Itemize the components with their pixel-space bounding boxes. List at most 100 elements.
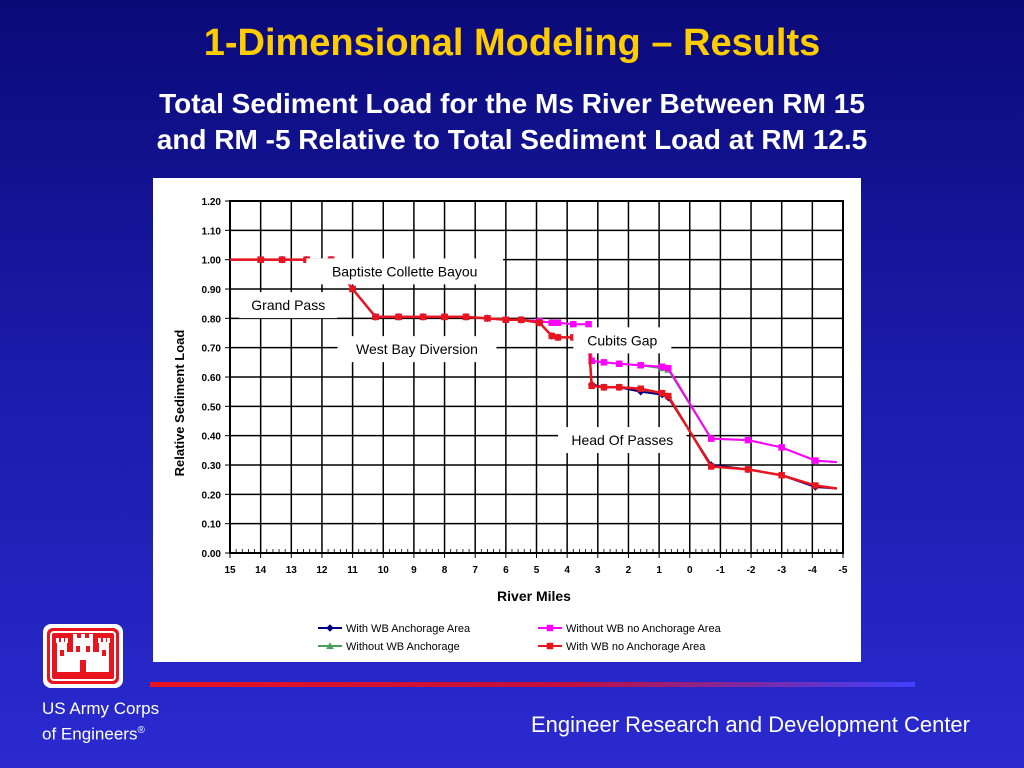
data-point [349, 285, 356, 293]
slide-subtitle: Total Sediment Load for the Ms River Bet… [40, 86, 984, 158]
chart-annotations: Baptiste Collette Bayou Grand Pass West Ba… [239, 258, 687, 454]
data-point [570, 334, 577, 341]
data-point [812, 482, 819, 489]
series-line [230, 258, 837, 464]
legend-item: With WB Anchorage Area [318, 623, 471, 635]
x-tick-label: 10 [378, 565, 390, 576]
legend-item: Without WB Anchorage [318, 641, 460, 653]
data-point [326, 642, 334, 650]
slide-title: 1-Dimensional Modeling – Results [203, 22, 821, 64]
y-tick-label: 0.20 [202, 490, 222, 501]
data-point [546, 624, 554, 632]
chart-grid [229, 200, 844, 554]
y-tick-label: 0.30 [202, 461, 222, 472]
legend-label: Without WB Anchorage [346, 641, 460, 653]
sediment-load-chart: 15 14 13 12 11 10 9 8 7 6 5 4 3 2 1 0 -1 -2 -3 -4 -50.000.10… [172, 197, 848, 653]
data-point [395, 313, 402, 321]
series-3 [230, 256, 838, 490]
x-tick-label: 3 [595, 565, 601, 576]
data-point [517, 316, 525, 324]
annotation-label: Head Of Passes [571, 432, 673, 448]
data-point [441, 313, 448, 321]
x-tick-label: -4 [808, 565, 817, 576]
chart-panel: 15 14 13 12 11 10 9 8 7 6 5 4 3 2 1 0 -1 -2 -3 -4 -5 0.00 0.10… [153, 178, 861, 662]
y-tick-label: 0.80 [202, 314, 222, 325]
x-tick-label: 4 [564, 565, 570, 576]
plot-frame [229, 200, 844, 554]
data-point [548, 332, 556, 340]
data-point [616, 384, 623, 391]
series-2 [230, 256, 837, 464]
data-point [502, 316, 510, 324]
y-tick-label: 0.00 [202, 549, 222, 560]
subtitle-line-1: Total Sediment Load for the Ms River Bet… [159, 88, 865, 119]
footer-divider [150, 682, 915, 687]
data-point [600, 359, 608, 366]
annotation-label: Cubits Gap [587, 332, 657, 348]
y-tick-label: 0.60 [202, 373, 222, 384]
data-point [554, 334, 562, 341]
data-point [658, 363, 666, 370]
data-point [419, 313, 427, 321]
data-point [588, 357, 595, 365]
data-point [548, 319, 556, 326]
data-point [600, 384, 608, 391]
legend-item: Without WB no Anchorage Area [538, 623, 722, 635]
data-point [658, 389, 666, 397]
data-point [462, 313, 470, 321]
chart-series [230, 255, 838, 491]
series-1 [230, 255, 837, 464]
annotation-label: Grand Pass [251, 297, 325, 313]
x-tick-label: 2 [626, 565, 632, 576]
data-point [665, 364, 672, 372]
x-tick-label: 6 [503, 565, 509, 576]
x-tick-label: -1 [716, 565, 725, 576]
data-point [546, 642, 554, 650]
chart-legend: With WB Anchorage Area Without WB Anchora… [318, 623, 722, 653]
x-tick-label: 1 [656, 565, 662, 576]
legend-label: With WB no Anchorage Area [566, 641, 706, 653]
y-tick-label: 0.10 [202, 520, 222, 531]
data-point [585, 320, 592, 328]
y-tick-label: 1.10 [202, 226, 222, 237]
data-point [278, 256, 286, 263]
y-tick-label: 0.90 [202, 285, 222, 296]
annotation-box [337, 336, 497, 363]
x-tick-label: -5 [839, 565, 848, 576]
data-point [665, 392, 672, 400]
org-name: US Army Corps of Engineers® [42, 698, 159, 746]
legend-item: With WB no Anchorage Area [538, 641, 706, 653]
y-tick-label: 1.20 [202, 197, 222, 208]
data-point [637, 362, 644, 369]
x-tick-label: 7 [472, 565, 478, 576]
data-point [778, 472, 785, 479]
registered-mark: ® [137, 725, 145, 736]
annotation-box [558, 427, 687, 454]
data-point [326, 624, 334, 632]
data-point [536, 319, 543, 326]
annotation-label: West Bay Diversion [356, 341, 478, 357]
org-name-line-2: of Engineers® [42, 724, 145, 744]
y-tick-label: 0.40 [202, 432, 222, 443]
data-point [778, 444, 785, 451]
annotation-box [239, 292, 338, 319]
series-line [230, 258, 837, 464]
x-tick-label: 14 [255, 565, 267, 576]
x-tick-label: 0 [687, 565, 693, 576]
data-point [707, 435, 715, 442]
legend-label: Without WB no Anchorage Area [566, 623, 722, 635]
data-point [554, 319, 562, 326]
data-point [616, 360, 623, 368]
x-tick-label: 15 [224, 565, 236, 576]
x-tick-label: 5 [534, 565, 540, 576]
usace-castle-logo [43, 624, 123, 688]
x-tick-label: -3 [777, 565, 786, 576]
data-point [588, 382, 595, 390]
x-tick-label: -2 [747, 565, 756, 576]
data-point [257, 256, 264, 263]
chart-axes: 15 14 13 12 11 10 9 8 7 6 5 4 3 2 1 0 -1 -2 -3 -4 -50.000.10… [202, 197, 848, 576]
data-point [707, 463, 715, 470]
y-tick-label: 0.50 [202, 402, 222, 413]
data-point [484, 315, 491, 322]
subtitle-line-2: and RM -5 Relative to Total Sediment Loa… [156, 124, 868, 155]
